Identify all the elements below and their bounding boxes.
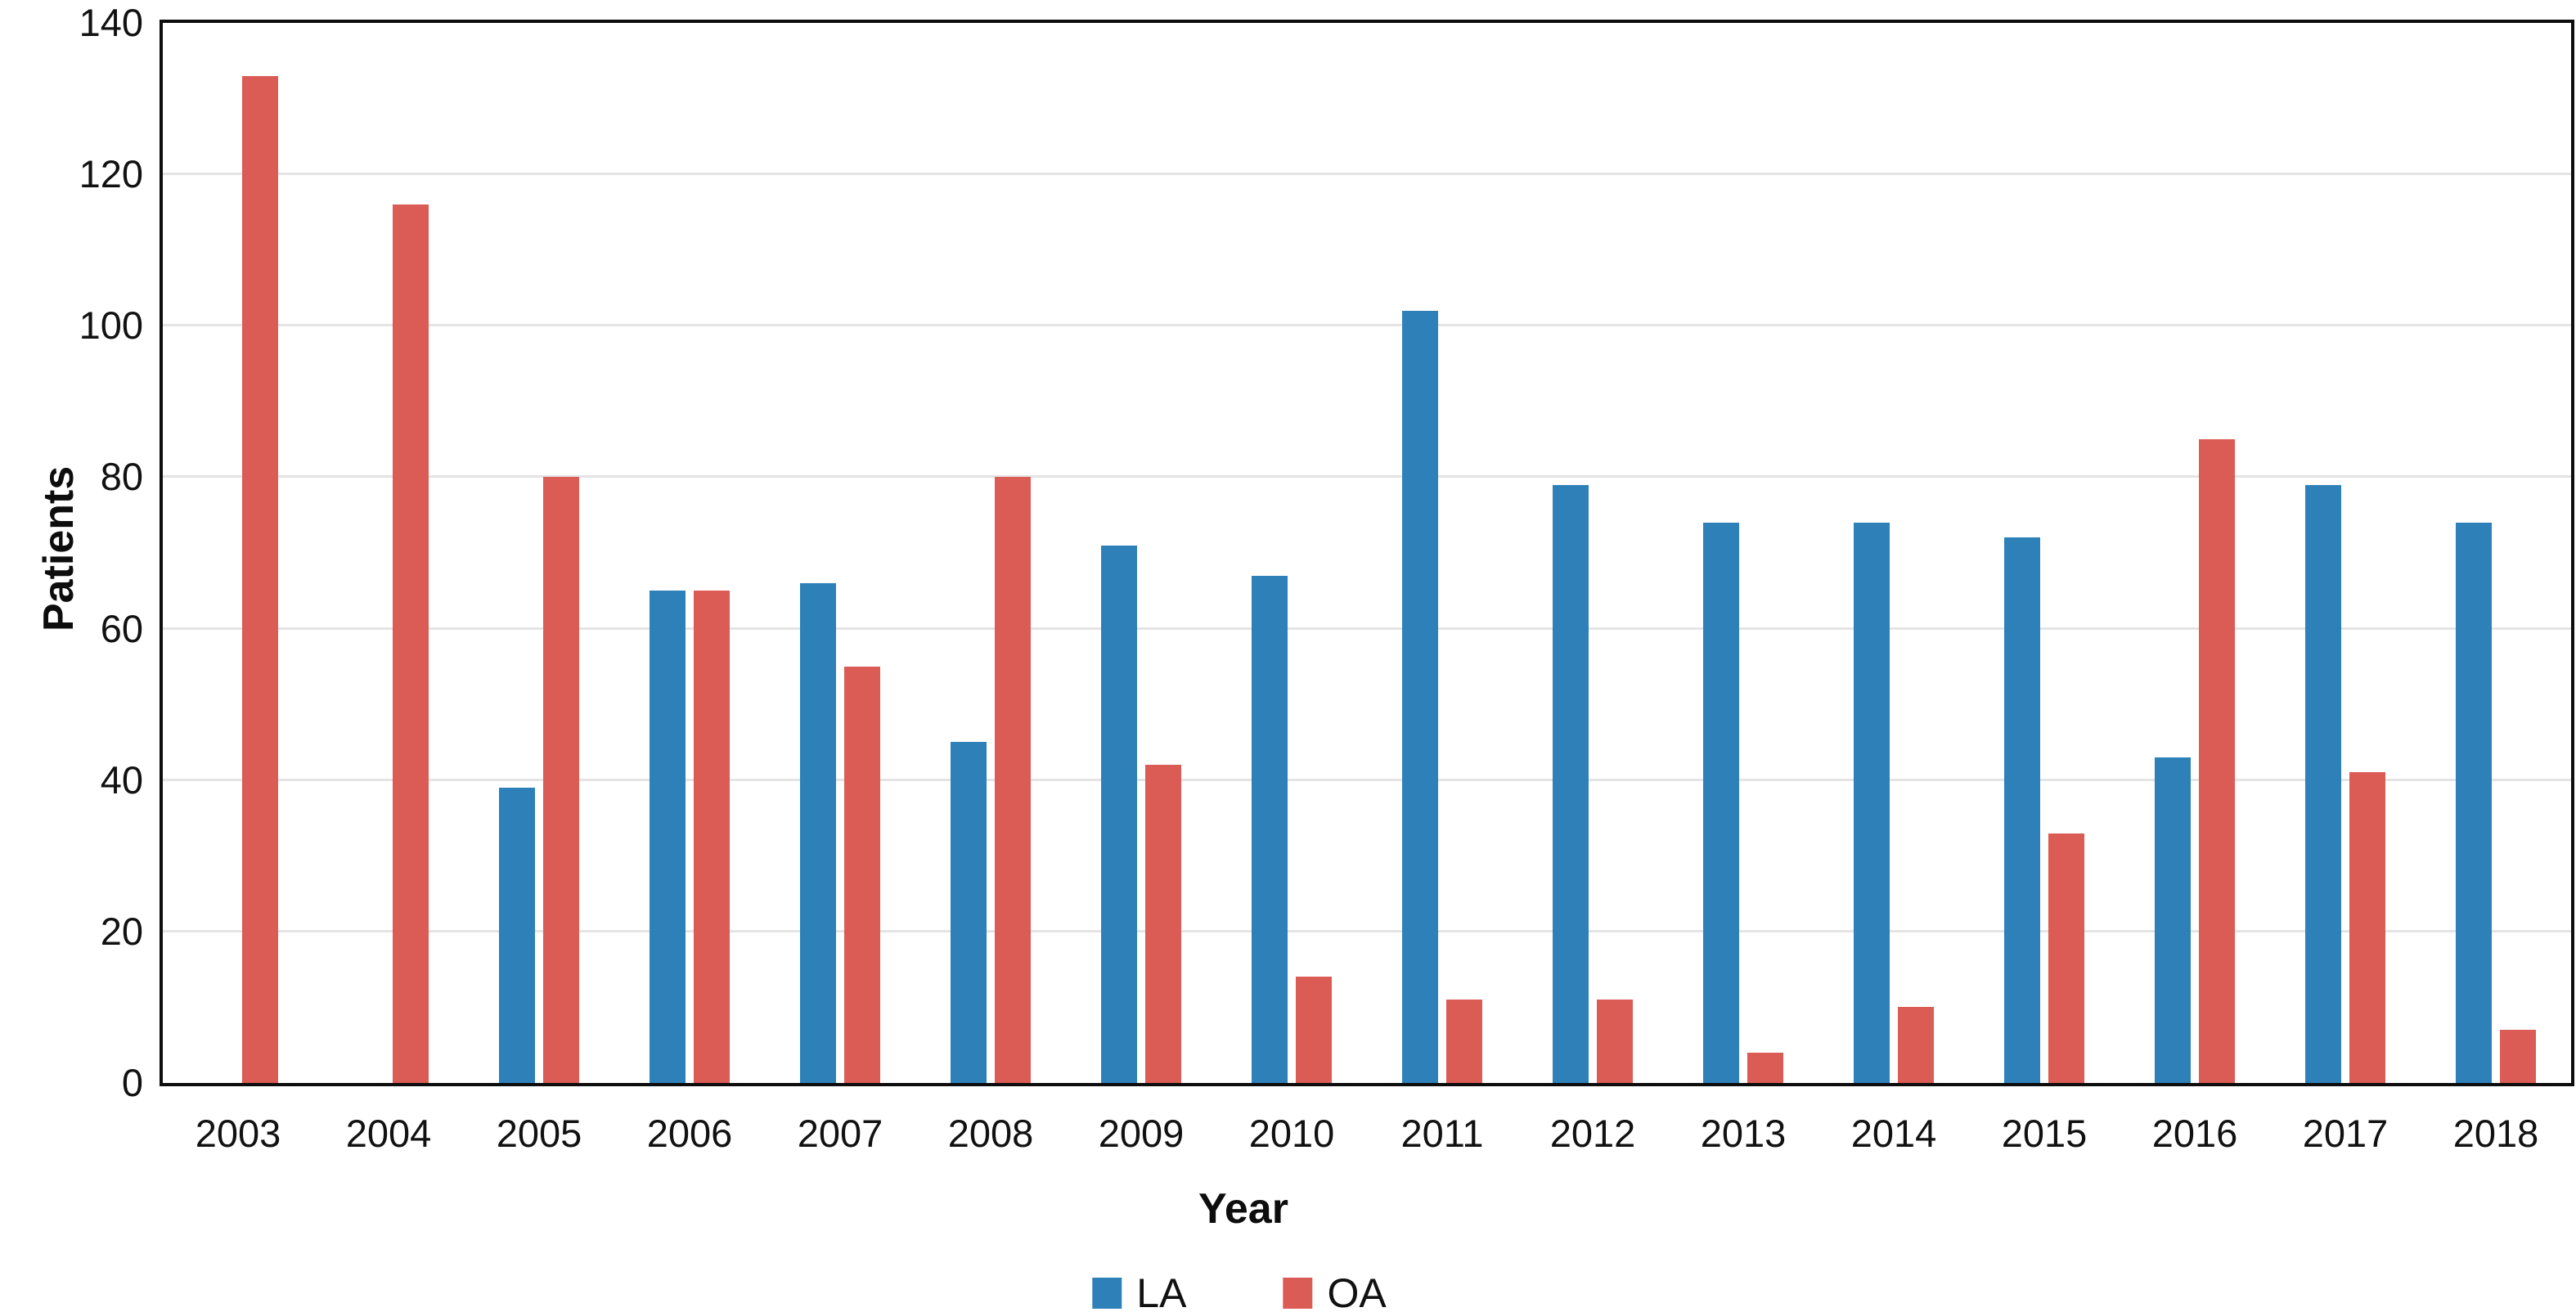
bar-la-2009 [1101, 546, 1137, 1083]
gridline-80 [163, 475, 2571, 479]
x-tick-label-2010: 2010 [1248, 1112, 1335, 1155]
bar-oa-2003 [242, 76, 278, 1083]
x-tick-label-2015: 2015 [2001, 1112, 2088, 1155]
gridline-40 [163, 778, 2571, 781]
x-tick-label-2009: 2009 [1098, 1112, 1185, 1155]
bar-la-2018 [2456, 523, 2492, 1083]
gridline-120 [163, 173, 2571, 176]
gridline-100 [163, 324, 2571, 327]
bar-la-2017 [2305, 485, 2341, 1083]
bar-la-2007 [800, 583, 836, 1083]
x-tick-label-2008: 2008 [947, 1112, 1034, 1155]
bar-la-2012 [1553, 485, 1589, 1083]
bar-oa-2010 [1296, 977, 1332, 1083]
bar-la-2014 [1854, 523, 1890, 1083]
gridline-60 [163, 627, 2571, 630]
x-tick-label-2014: 2014 [1850, 1112, 1937, 1155]
y-tick-label-100: 100 [79, 303, 143, 348]
y-tick-label-40: 40 [100, 757, 143, 802]
bar-oa-2005 [543, 477, 579, 1083]
x-tick-label-2018: 2018 [2452, 1112, 2539, 1155]
bar-oa-2017 [2349, 772, 2385, 1083]
bar-oa-2008 [995, 477, 1031, 1083]
bar-oa-2011 [1446, 1000, 1482, 1083]
bar-oa-2006 [694, 591, 730, 1083]
la-legend-label: LA [1136, 1270, 1187, 1312]
la-legend-swatch [1092, 1278, 1122, 1309]
oa-legend-swatch [1283, 1278, 1313, 1309]
bar-oa-2013 [1747, 1053, 1783, 1083]
x-tick-label-2011: 2011 [1400, 1112, 1484, 1155]
bar-oa-2015 [2048, 833, 2084, 1083]
bar-la-2006 [650, 591, 686, 1083]
bar-la-2010 [1252, 576, 1288, 1083]
bar-oa-2016 [2199, 439, 2235, 1083]
bar-oa-2018 [2500, 1030, 2536, 1083]
x-tick-label-2006: 2006 [646, 1112, 733, 1155]
x-tick-label-2012: 2012 [1549, 1112, 1636, 1155]
x-tick-label-2007: 2007 [797, 1112, 883, 1155]
legend: LA OA [1092, 1270, 1387, 1312]
bar-la-2013 [1703, 523, 1739, 1083]
x-tick-label-2004: 2004 [345, 1112, 432, 1155]
bar-oa-2004 [393, 204, 429, 1083]
y-tick-label-0: 0 [121, 1061, 143, 1104]
legend-item-oa: OA [1283, 1270, 1387, 1312]
y-tick-label-140: 140 [79, 1, 143, 44]
bar-la-2016 [2155, 757, 2191, 1083]
bar-la-2008 [951, 742, 987, 1083]
oa-legend-label: OA [1327, 1270, 1387, 1312]
x-tick-label-2005: 2005 [496, 1112, 582, 1155]
legend-item-la: LA [1092, 1273, 1186, 1312]
bar-oa-2014 [1898, 1007, 1934, 1083]
bar-la-2011 [1402, 311, 1438, 1083]
bar-oa-2012 [1597, 1000, 1633, 1083]
x-tick-label-2013: 2013 [1700, 1112, 1787, 1155]
x-tick-label-2016: 2016 [2151, 1112, 2238, 1155]
y-tick-label-20: 20 [100, 909, 143, 953]
bar-oa-2007 [844, 667, 880, 1083]
bar-la-2015 [2004, 537, 2040, 1083]
gridline-20 [163, 929, 2571, 932]
y-tick-label-120: 120 [79, 152, 143, 196]
x-axis-title: Year [1198, 1185, 1288, 1233]
x-tick-label-2003: 2003 [195, 1112, 281, 1155]
y-tick-label-80: 80 [100, 455, 143, 499]
y-tick-label-60: 60 [100, 606, 143, 650]
bar-la-2005 [499, 788, 535, 1083]
x-tick-label-2017: 2017 [2302, 1112, 2389, 1155]
bar-oa-2009 [1145, 765, 1181, 1083]
plot-area [160, 20, 2574, 1086]
